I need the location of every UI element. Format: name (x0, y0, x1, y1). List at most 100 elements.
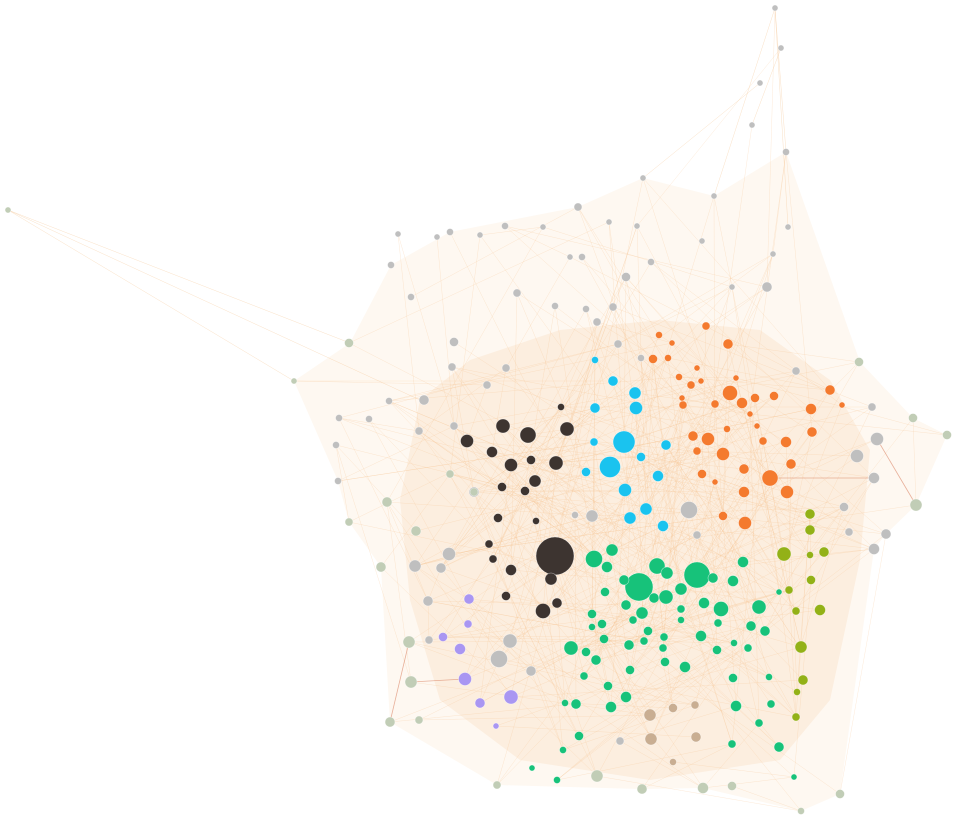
graph-node-green (728, 673, 738, 683)
graph-edge (680, 588, 821, 611)
graph-node-orange (750, 393, 760, 403)
graph-edge (591, 613, 612, 708)
graph-node-dark-brown (488, 554, 498, 564)
graph-edge (596, 321, 751, 415)
graph-edge (466, 440, 608, 568)
graph-edge (473, 453, 724, 493)
graph-node-grey (446, 228, 454, 236)
graph-node-grey (698, 237, 706, 245)
graph-node-green (759, 625, 771, 637)
graph-node-grey (850, 449, 864, 463)
graph-edge (502, 425, 655, 599)
graph-edge (694, 622, 719, 706)
graph-node-grey (868, 543, 880, 555)
graph-edge (665, 444, 760, 608)
graph-node-orange (780, 436, 792, 448)
graph-node-tan (669, 758, 677, 766)
graph-edge (505, 508, 647, 597)
graph-edge (717, 622, 802, 648)
graph-edge (566, 392, 731, 430)
graph-edge (473, 377, 737, 493)
graph-edge (636, 225, 647, 510)
graph-edge (634, 392, 716, 405)
graph-node-grey (784, 223, 792, 231)
graph-edge (556, 649, 718, 781)
graph-edge (619, 740, 704, 789)
graph-edge (464, 508, 647, 680)
graph-node-orange (718, 511, 728, 521)
graph-edge (596, 321, 673, 344)
graph-edge (778, 431, 813, 593)
graph-edge (388, 400, 608, 568)
graph-edge (741, 402, 788, 493)
graph-edge (418, 430, 503, 488)
graph-node-grey (335, 414, 343, 422)
graph-edge (649, 533, 887, 716)
graph-edge (492, 321, 598, 560)
graph-node-dark-brown (535, 603, 551, 619)
graph-node-cyan (652, 470, 664, 482)
graph-edge (912, 417, 917, 506)
graph-node-green (553, 776, 561, 784)
graph-node-dark-brown (497, 482, 507, 492)
graph-edge (427, 600, 430, 641)
graph-node-orange (692, 446, 702, 456)
graph-edge (625, 477, 875, 606)
graph-edge (427, 600, 627, 606)
graph-node-grey (571, 511, 579, 519)
graph-node-green (730, 639, 738, 647)
graph-edge (388, 343, 619, 402)
graph-edge (451, 366, 698, 452)
graph-edge (692, 395, 775, 437)
graph-node-dark-brown (486, 446, 498, 458)
graph-edge (386, 501, 429, 602)
graph-node-green (676, 604, 686, 614)
graph-edge (440, 567, 580, 737)
graph-edge (577, 206, 667, 446)
graph-node-orange (722, 385, 738, 401)
graph-edge (593, 441, 845, 508)
graph-node-grey (608, 302, 618, 312)
graph-edge (442, 636, 735, 644)
graph-edge (595, 659, 674, 709)
graph-edge (688, 509, 744, 563)
graph-node-green (660, 566, 674, 580)
graph-node-orange (738, 463, 750, 475)
graph-node-orange (675, 373, 683, 381)
graph-edge (595, 625, 752, 661)
graph-edge (473, 491, 674, 709)
graph-edge (414, 451, 493, 567)
graph-node-olive (814, 604, 826, 616)
graph-edge (348, 521, 625, 581)
graph-edge (624, 438, 709, 491)
graph-node-dark-brown (548, 455, 564, 471)
graph-edge (611, 358, 654, 551)
graph-node-dark-brown (526, 455, 536, 465)
graph-edge (647, 609, 821, 632)
graph-edge (473, 491, 544, 612)
graph-edge (574, 514, 609, 687)
graph-node-green (574, 731, 584, 741)
graph-edge (591, 367, 698, 517)
graph-node-green (605, 543, 619, 557)
graph-edge (386, 226, 544, 503)
graph-node-grey (791, 366, 801, 376)
graph-node-cyan (636, 452, 646, 462)
graph-node-cyan (657, 520, 669, 532)
graph-node-tan (690, 731, 702, 743)
graph-edge (672, 761, 795, 778)
graph-edge (591, 515, 780, 593)
graph-edge (617, 253, 774, 345)
graph-node-grey (868, 472, 880, 484)
graph-edge (386, 501, 512, 698)
graph-node-sage (290, 377, 298, 385)
graph-edge (348, 451, 493, 523)
graph-edge (516, 292, 640, 588)
graph-node-green (643, 626, 653, 636)
graph-edge (578, 642, 735, 737)
graph-node-green (628, 615, 638, 625)
graph-edge (657, 475, 716, 483)
graph-edge (556, 743, 733, 781)
graph-edge (641, 612, 802, 812)
graph-node-orange (769, 391, 779, 401)
